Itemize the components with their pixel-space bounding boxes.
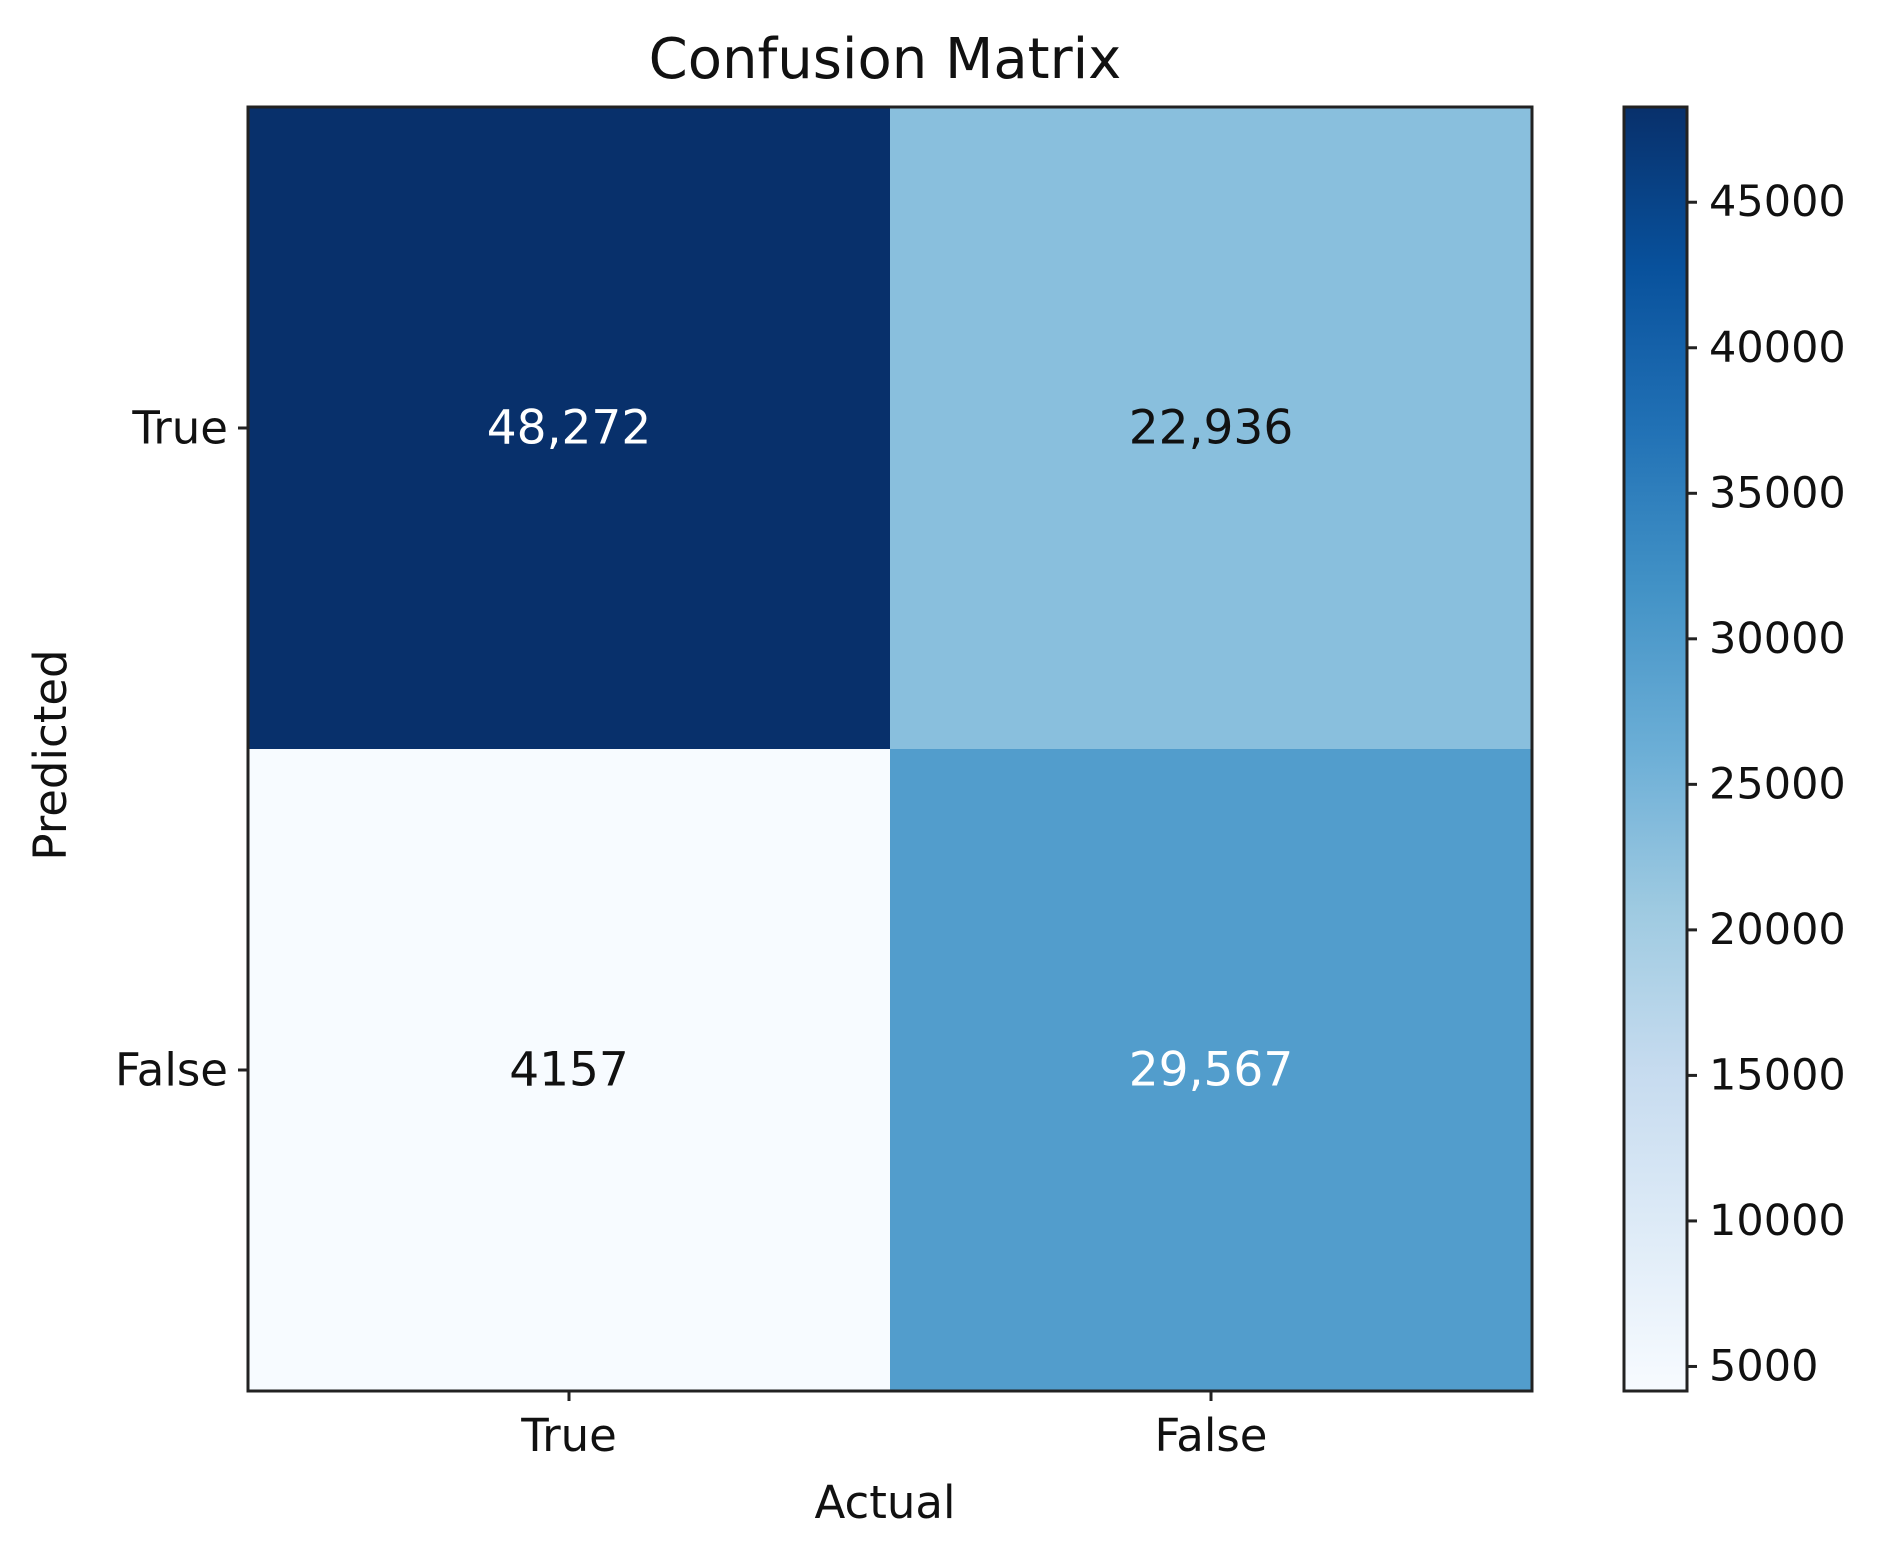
x-tick-label: False	[1155, 1409, 1268, 1462]
colorbar-tick-label: 10000	[1709, 1196, 1846, 1246]
heatmap-cell	[248, 107, 890, 749]
colorbar-ticks: 5000 10000 15000 20000 25000 30000 35000 40000 4…	[1687, 177, 1846, 1391]
colorbar-tick-label: 30000	[1709, 614, 1846, 664]
x-axis-label: Actual	[815, 1476, 956, 1529]
cell-value-label: 22,936	[1129, 401, 1293, 456]
cell-value-label: 29,567	[1129, 1043, 1293, 1098]
colorbar-tick-label: 45000	[1709, 177, 1846, 227]
plot-frame	[246, 105, 1534, 1393]
colorbar-tick-label: 20000	[1709, 905, 1846, 955]
colorbar-tick-label: 25000	[1709, 759, 1846, 809]
y-axis-label: Predicted	[24, 649, 77, 860]
y-axis-ticks: True False	[115, 402, 248, 1097]
heatmap-cell	[248, 749, 890, 1391]
y-tick-label: False	[115, 1044, 228, 1097]
colorbar-tick-label: 15000	[1709, 1050, 1846, 1100]
colorbar-tick-label: 5000	[1709, 1341, 1818, 1391]
cell-value-label: 48,272	[487, 401, 651, 456]
cell-value-label: 4157	[509, 1043, 629, 1098]
colorbar-tick-label: 35000	[1709, 468, 1846, 518]
colorbar-tick-label: 40000	[1709, 323, 1846, 373]
heatmap-cell	[890, 107, 1532, 749]
heatmap-cells: 48,272 22,936 4157 29,567	[248, 107, 1532, 1391]
chart-title: Confusion Matrix	[649, 27, 1122, 92]
heatmap-cell	[890, 749, 1532, 1391]
colorbar	[1622, 105, 1689, 1393]
x-axis-ticks: True False	[520, 1391, 1267, 1462]
y-tick-label: True	[131, 402, 228, 455]
x-tick-label: True	[520, 1409, 617, 1462]
